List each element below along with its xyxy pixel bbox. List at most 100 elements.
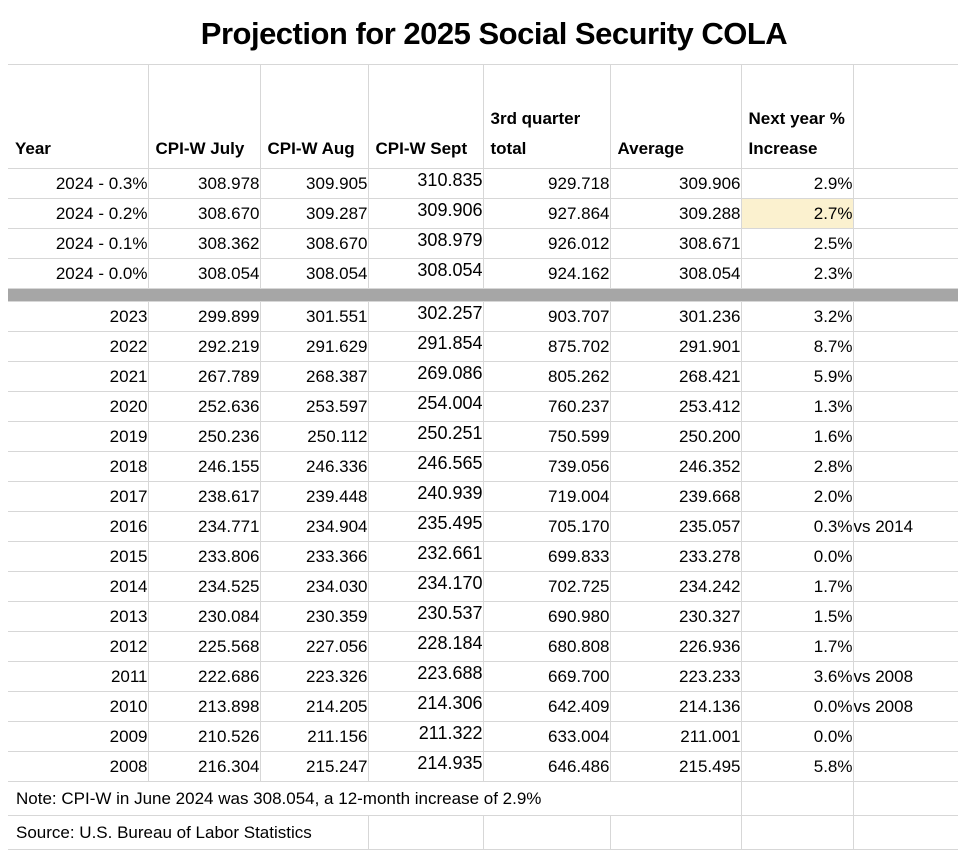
cell-average[interactable]: 308.054 [609, 258, 742, 289]
cell-average[interactable]: 211.001 [609, 721, 742, 752]
cell-q3-total[interactable]: 642.409 [482, 691, 611, 722]
cell-q3-total[interactable]: 927.864 [482, 198, 611, 229]
cell-comparison-note[interactable]: vs 2014 [852, 511, 958, 542]
cell-cpiw-sept[interactable]: 308.054 [367, 258, 484, 289]
cell-average[interactable]: 215.495 [609, 751, 742, 782]
cell-cpiw-aug[interactable]: 215.247 [259, 751, 369, 782]
cell-next-year-increase[interactable]: 8.7% [740, 331, 854, 362]
cell-cpiw-sept[interactable]: 228.184 [367, 631, 484, 662]
cell-next-year-increase[interactable]: 1.6% [740, 421, 854, 452]
cell-q3-total[interactable]: 929.718 [482, 168, 611, 199]
cell-comparison-note[interactable] [852, 258, 958, 289]
cell-next-year-increase[interactable]: 0.0% [740, 721, 854, 752]
cell-cpiw-july[interactable]: 213.898 [147, 691, 261, 722]
cell-cpiw-july[interactable]: 308.978 [147, 168, 261, 199]
cell-comparison-note[interactable] [852, 751, 958, 782]
cell-year[interactable]: 2010 [8, 691, 149, 722]
cell-average[interactable]: 309.906 [609, 168, 742, 199]
header-next-year-increase[interactable]: Next year % Increase [740, 64, 854, 169]
cell-next-year-increase[interactable]: 0.0% [740, 691, 854, 722]
cell-year[interactable]: 2024 - 0.3% [8, 168, 149, 199]
cell-cpiw-aug[interactable]: 268.387 [259, 361, 369, 392]
cell-cpiw-sept[interactable]: 223.688 [367, 661, 484, 692]
cell-cpiw-sept[interactable]: 214.306 [367, 691, 484, 722]
cell-cpiw-sept[interactable]: 250.251 [367, 421, 484, 452]
cell-cpiw-sept[interactable]: 214.935 [367, 751, 484, 782]
cell-average[interactable]: 239.668 [609, 481, 742, 512]
header-q3-total[interactable]: 3rd quarter total [482, 64, 611, 169]
cell-cpiw-aug[interactable]: 309.905 [259, 168, 369, 199]
cell-q3-total[interactable]: 705.170 [482, 511, 611, 542]
cell-cpiw-sept[interactable]: 302.257 [367, 301, 484, 332]
cell-q3-total[interactable]: 875.702 [482, 331, 611, 362]
header-cpiw-sept[interactable]: CPI-W Sept [367, 64, 484, 169]
cell-cpiw-sept[interactable]: 246.565 [367, 451, 484, 482]
cell-cpiw-sept[interactable]: 309.906 [367, 198, 484, 229]
cell-average[interactable]: 253.412 [609, 391, 742, 422]
cell-cpiw-july[interactable]: 216.304 [147, 751, 261, 782]
cell-next-year-increase-highlighted[interactable]: 2.7% [740, 198, 854, 229]
cell-q3-total[interactable]: 719.004 [482, 481, 611, 512]
cell-cpiw-sept[interactable]: 308.979 [367, 228, 484, 259]
cell-year[interactable]: 2020 [8, 391, 149, 422]
cell-year[interactable]: 2008 [8, 751, 149, 782]
cell-next-year-increase[interactable]: 5.9% [740, 361, 854, 392]
cell-year[interactable]: 2024 - 0.0% [8, 258, 149, 289]
empty-cell[interactable] [367, 815, 484, 850]
cell-cpiw-july[interactable]: 233.806 [147, 541, 261, 572]
cell-comparison-note[interactable] [852, 721, 958, 752]
empty-cell[interactable] [740, 815, 854, 850]
cell-comparison-note[interactable] [852, 541, 958, 572]
cell-comparison-note[interactable] [852, 361, 958, 392]
cell-q3-total[interactable]: 739.056 [482, 451, 611, 482]
cell-cpiw-aug[interactable]: 250.112 [259, 421, 369, 452]
cell-cpiw-aug[interactable]: 233.366 [259, 541, 369, 572]
cell-average[interactable]: 250.200 [609, 421, 742, 452]
cell-next-year-increase[interactable]: 1.7% [740, 571, 854, 602]
cell-year[interactable]: 2024 - 0.1% [8, 228, 149, 259]
cell-q3-total[interactable]: 926.012 [482, 228, 611, 259]
cell-year[interactable]: 2017 [8, 481, 149, 512]
cell-q3-total[interactable]: 903.707 [482, 301, 611, 332]
cell-next-year-increase[interactable]: 0.0% [740, 541, 854, 572]
header-average[interactable]: Average [609, 64, 742, 169]
cell-cpiw-sept[interactable]: 269.086 [367, 361, 484, 392]
cell-year[interactable]: 2018 [8, 451, 149, 482]
cell-cpiw-aug[interactable]: 253.597 [259, 391, 369, 422]
header-cpiw-aug[interactable]: CPI-W Aug [259, 64, 369, 169]
cell-comparison-note[interactable]: vs 2008 [852, 661, 958, 692]
cell-q3-total[interactable]: 805.262 [482, 361, 611, 392]
cell-q3-total[interactable]: 750.599 [482, 421, 611, 452]
cell-cpiw-aug[interactable]: 239.448 [259, 481, 369, 512]
cell-next-year-increase[interactable]: 1.5% [740, 601, 854, 632]
cell-average[interactable]: 268.421 [609, 361, 742, 392]
cell-next-year-increase[interactable]: 3.6% [740, 661, 854, 692]
cell-cpiw-aug[interactable]: 301.551 [259, 301, 369, 332]
cell-cpiw-aug[interactable]: 308.670 [259, 228, 369, 259]
cell-cpiw-aug[interactable]: 227.056 [259, 631, 369, 662]
cell-year[interactable]: 2014 [8, 571, 149, 602]
header-year[interactable]: Year [8, 64, 149, 169]
cell-cpiw-aug[interactable]: 246.336 [259, 451, 369, 482]
cell-cpiw-aug[interactable]: 234.904 [259, 511, 369, 542]
cell-average[interactable]: 226.936 [609, 631, 742, 662]
cell-cpiw-aug[interactable]: 211.156 [259, 721, 369, 752]
cell-cpiw-sept[interactable]: 234.170 [367, 571, 484, 602]
cell-year[interactable]: 2022 [8, 331, 149, 362]
cell-cpiw-july[interactable]: 308.670 [147, 198, 261, 229]
empty-cell[interactable] [852, 781, 958, 816]
cell-cpiw-aug[interactable]: 309.287 [259, 198, 369, 229]
cell-q3-total[interactable]: 760.237 [482, 391, 611, 422]
cell-q3-total[interactable]: 680.808 [482, 631, 611, 662]
cell-average[interactable]: 230.327 [609, 601, 742, 632]
cell-comparison-note[interactable] [852, 301, 958, 332]
cell-comparison-note[interactable] [852, 631, 958, 662]
cell-next-year-increase[interactable]: 2.0% [740, 481, 854, 512]
cell-cpiw-july[interactable]: 250.236 [147, 421, 261, 452]
cell-comparison-note[interactable] [852, 451, 958, 482]
cell-cpiw-sept[interactable]: 235.495 [367, 511, 484, 542]
cell-next-year-increase[interactable]: 0.3% [740, 511, 854, 542]
cell-year[interactable]: 2012 [8, 631, 149, 662]
cell-comparison-note[interactable] [852, 421, 958, 452]
cell-year[interactable]: 2011 [8, 661, 149, 692]
